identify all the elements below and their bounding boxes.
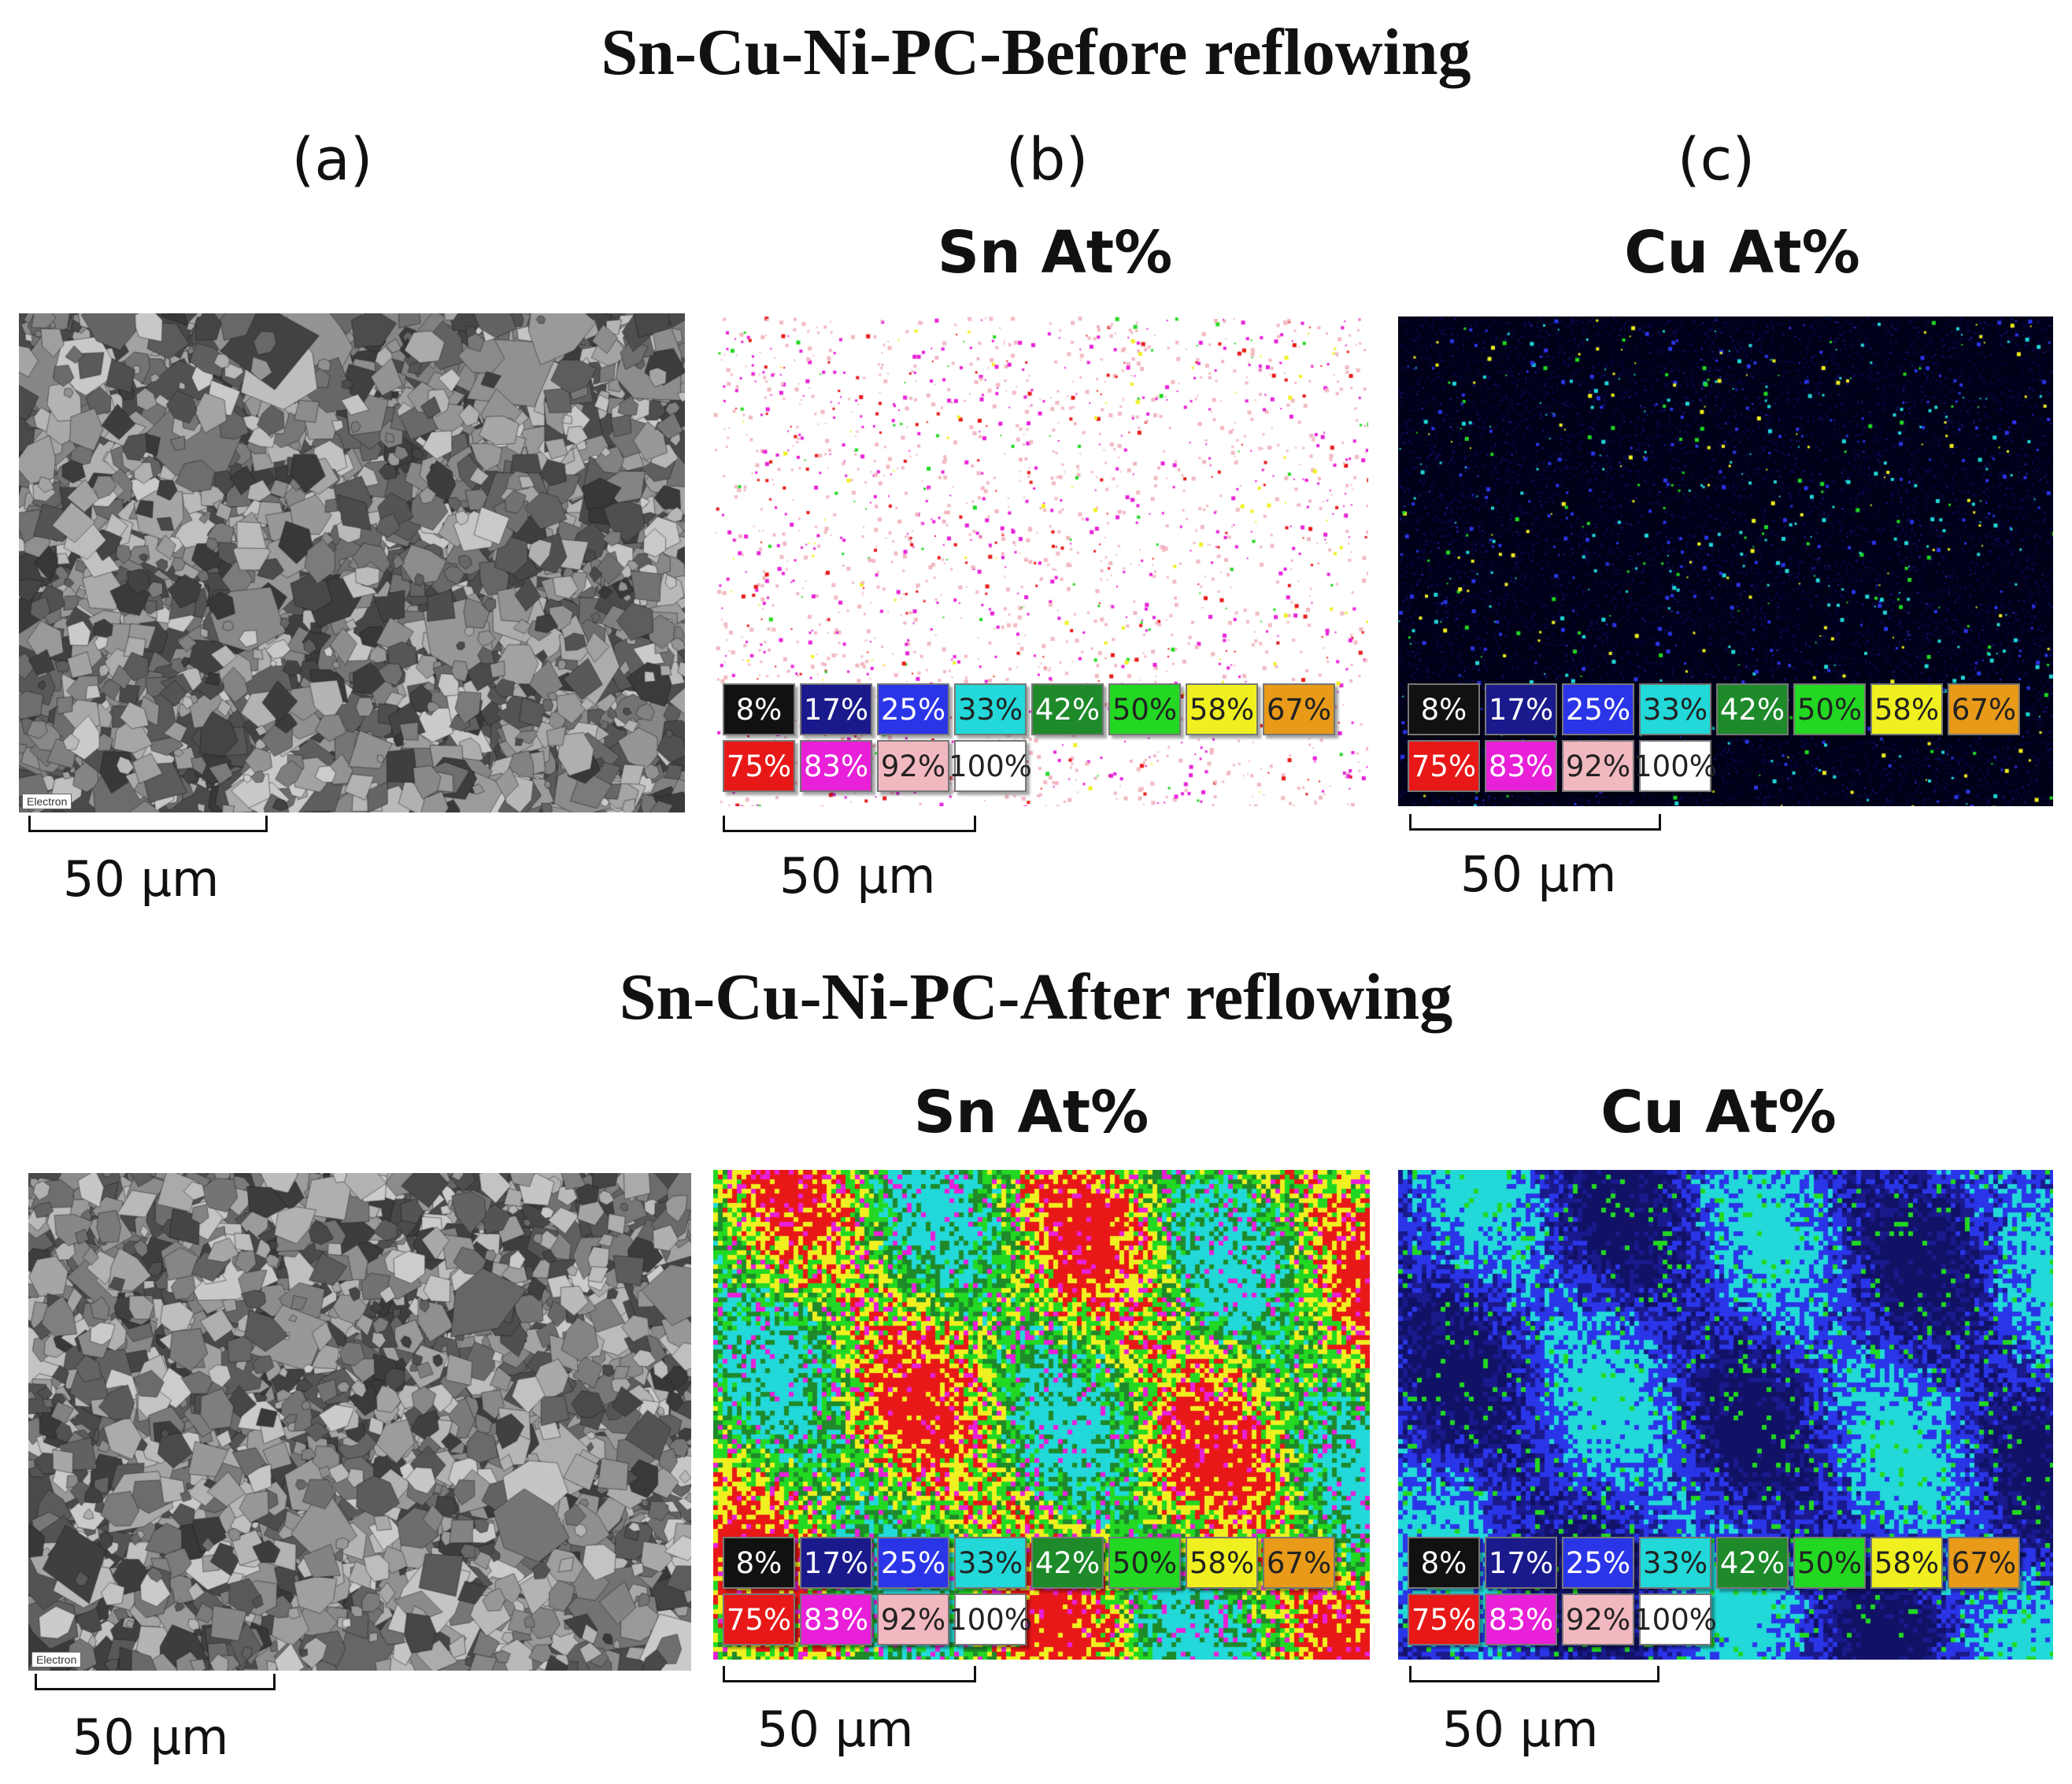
legend-swatch: 58% (1186, 683, 1258, 735)
legend-swatch: 100% (1634, 740, 1717, 792)
legend-swatch: 50% (1108, 683, 1181, 735)
legend-swatch: 8% (1408, 683, 1480, 735)
sn-map-before: 8% 17% 25% 33% 42% 50% 58% 67% 75% 83% 92% 100% (713, 316, 1368, 806)
scale-label: 50 µm (779, 847, 936, 905)
scale-label: 50 µm (63, 850, 220, 908)
label-c: (c) (1677, 126, 1756, 194)
legend-swatch: 42% (1031, 1537, 1104, 1589)
sem-canvas-after (28, 1173, 691, 1671)
scale-label: 50 µm (1460, 846, 1617, 903)
scale-bar (723, 1666, 976, 1682)
legend-swatch: 75% (1408, 740, 1480, 792)
label-a: (a) (291, 126, 373, 194)
legend-swatch: 42% (1716, 683, 1789, 735)
legend-swatch: 17% (1485, 683, 1557, 735)
sem-canvas-before (19, 313, 685, 812)
legend-swatch: 25% (877, 1537, 949, 1589)
sn-map-after: 8% 17% 25% 33% 42% 50% 58% 67% 75% 83% 92% 100% (713, 1170, 1370, 1660)
legend-swatch: 83% (800, 740, 872, 792)
scale-bar (28, 816, 268, 832)
legend-row: 75% 83% 92% 100% (723, 740, 1345, 792)
legend-swatch: 58% (1186, 1537, 1258, 1589)
legend-swatch: 25% (1562, 1537, 1634, 1589)
legend-swatch: 8% (723, 683, 795, 735)
legend: 8% 17% 25% 33% 42% 50% 58% 67% 75% 83% 92% 100% (723, 1537, 1345, 1650)
legend-swatch: 50% (1108, 1537, 1181, 1589)
sem-image-after: Electron (28, 1173, 691, 1671)
legend-row: 8% 17% 25% 33% 42% 50% 58% 67% (723, 683, 1345, 735)
legend-swatch: 50% (1793, 683, 1866, 735)
legend: 8% 17% 25% 33% 42% 50% 58% 67% 75% 83% 92% 100% (1408, 683, 2029, 797)
legend-swatch: 83% (800, 1593, 872, 1645)
legend-swatch: 83% (1485, 1593, 1557, 1645)
legend-row: 75% 83% 92% 100% (1408, 1593, 2029, 1645)
sn-header-before: Sn At% (937, 219, 1173, 287)
legend-swatch: 42% (1716, 1537, 1789, 1589)
scale-label: 50 µm (72, 1708, 229, 1766)
legend-swatch: 25% (1562, 683, 1634, 735)
legend-swatch: 67% (1948, 1537, 2020, 1589)
legend-row: 8% 17% 25% 33% 42% 50% 58% 67% (1408, 1537, 2029, 1589)
legend-swatch: 92% (1562, 740, 1634, 792)
title-after: Sn-Cu-Ni-PC-After reflowing (619, 960, 1453, 1034)
cu-header-after: Cu At% (1600, 1079, 1837, 1146)
sn-header-after: Sn At% (913, 1079, 1149, 1146)
legend-swatch: 92% (877, 740, 949, 792)
legend: 8% 17% 25% 33% 42% 50% 58% 67% 75% 83% 92% 100% (1408, 1537, 2029, 1650)
electron-tag: Electron (31, 1652, 82, 1667)
legend-swatch: 17% (800, 683, 872, 735)
legend-swatch: 58% (1870, 683, 1943, 735)
legend-swatch: 67% (1948, 683, 2020, 735)
legend-swatch: 33% (1639, 683, 1711, 735)
legend-swatch: 33% (1639, 1537, 1711, 1589)
label-b: (b) (1005, 126, 1089, 194)
legend-swatch: 75% (723, 740, 795, 792)
legend-swatch: 17% (800, 1537, 872, 1589)
electron-tag: Electron (22, 794, 72, 809)
legend-swatch: 33% (954, 683, 1027, 735)
legend-swatch: 100% (1634, 1593, 1717, 1645)
legend-row: 75% 83% 92% 100% (1408, 740, 2029, 792)
scale-bar (1409, 1666, 1659, 1682)
scale-label: 50 µm (757, 1701, 914, 1758)
scale-label: 50 µm (1442, 1701, 1599, 1758)
legend-swatch: 25% (877, 683, 949, 735)
legend-swatch: 100% (949, 1593, 1032, 1645)
legend-row: 8% 17% 25% 33% 42% 50% 58% 67% (723, 1537, 1345, 1589)
scale-bar (1409, 814, 1661, 831)
legend-swatch: 75% (1408, 1593, 1480, 1645)
legend-swatch: 58% (1870, 1537, 1943, 1589)
legend-swatch: 67% (1263, 1537, 1335, 1589)
legend-row: 8% 17% 25% 33% 42% 50% 58% 67% (1408, 683, 2029, 735)
legend-swatch: 8% (1408, 1537, 1480, 1589)
legend-swatch: 42% (1031, 683, 1104, 735)
legend-swatch: 17% (1485, 1537, 1557, 1589)
legend-swatch: 33% (954, 1537, 1027, 1589)
scale-bar (35, 1674, 276, 1690)
scale-bar (723, 816, 976, 832)
legend-swatch: 92% (877, 1593, 949, 1645)
legend: 8% 17% 25% 33% 42% 50% 58% 67% 75% 83% 92% 100% (723, 683, 1345, 797)
legend-swatch: 75% (723, 1593, 795, 1645)
title-before: Sn-Cu-Ni-PC-Before reflowing (601, 16, 1471, 89)
legend-swatch: 50% (1793, 1537, 1866, 1589)
cu-map-before: 8% 17% 25% 33% 42% 50% 58% 67% 75% 83% 92% 100% (1398, 316, 2053, 806)
legend-swatch: 67% (1263, 683, 1335, 735)
legend-swatch: 8% (723, 1537, 795, 1589)
legend-swatch: 92% (1562, 1593, 1634, 1645)
sem-image-before: Electron (19, 313, 685, 812)
legend-row: 75% 83% 92% 100% (723, 1593, 1345, 1645)
cu-map-after: 8% 17% 25% 33% 42% 50% 58% 67% 75% 83% 92% 100% (1398, 1170, 2053, 1660)
legend-swatch: 83% (1485, 740, 1557, 792)
cu-header-before: Cu At% (1624, 219, 1860, 287)
legend-swatch: 100% (949, 740, 1032, 792)
